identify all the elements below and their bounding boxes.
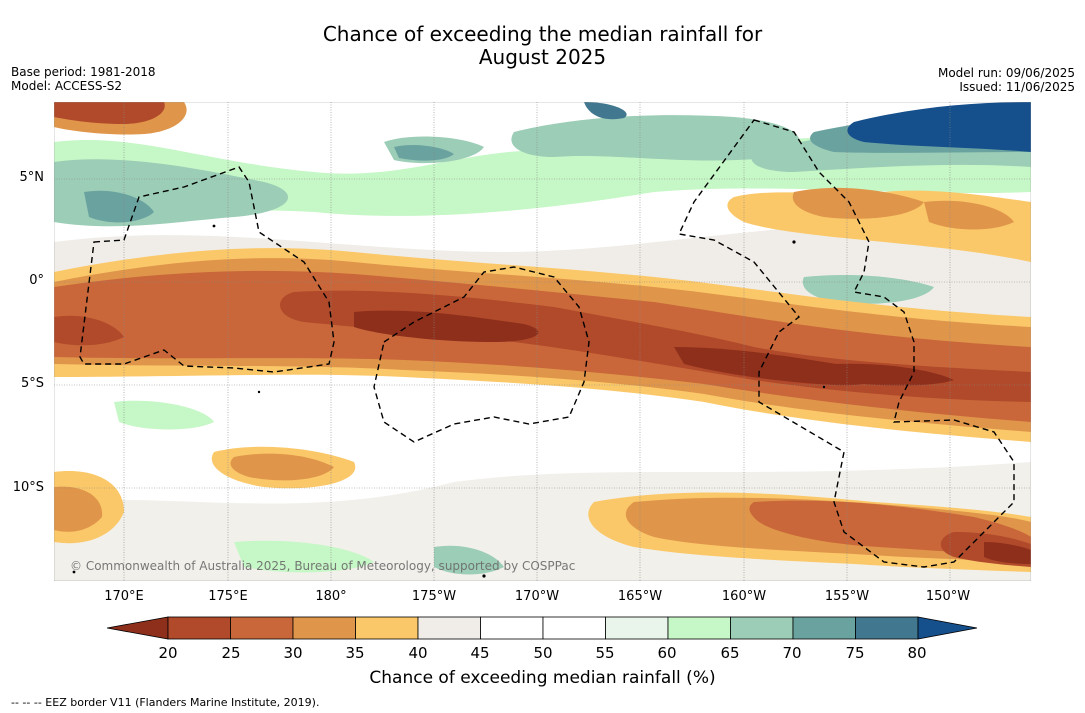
lon-label-175e: 175°E	[208, 589, 248, 604]
cbar-tick-30: 30	[283, 644, 303, 662]
eez-footnote: -- -- -- EEZ border V11 (Flanders Marine…	[11, 696, 320, 709]
cbar-tick-20: 20	[158, 644, 178, 662]
colorbar-segment	[167, 616, 231, 640]
lon-label-160w: 160°W	[721, 589, 767, 604]
colorbar-extend-low	[107, 616, 169, 640]
lat-label-0: 0°	[29, 273, 44, 288]
cbar-tick-25: 25	[221, 644, 241, 662]
colorbar-segment	[792, 616, 856, 640]
chart-title-line2: August 2025	[478, 45, 607, 69]
issued-date: Issued: 11/06/2025	[959, 80, 1075, 94]
base-period: Base period: 1981-2018	[11, 65, 156, 79]
colorbar-segment	[542, 616, 606, 640]
meta-right: Model run: 09/06/2025 Issued: 11/06/2025	[938, 66, 1075, 94]
chart-title-line1: Chance of exceeding the median rainfall …	[322, 22, 763, 46]
cbar-tick-55: 55	[595, 644, 615, 662]
lat-label-10s: 10°S	[12, 480, 44, 495]
cbar-tick-50: 50	[533, 644, 553, 662]
cbar-tick-60: 60	[657, 644, 677, 662]
colorbar-segment	[480, 616, 544, 640]
rainfall-field	[54, 102, 1031, 581]
graticule	[54, 102, 1031, 581]
colorbar-segment	[667, 616, 731, 640]
cbar-tick-80: 80	[907, 644, 927, 662]
model-run: Model run: 09/06/2025	[937, 66, 1075, 80]
lon-label-180: 180°	[315, 589, 347, 604]
colorbar-label: Chance of exceeding median rainfall (%)	[369, 668, 716, 688]
colorbar-segment	[230, 616, 294, 640]
colorbar-segment	[355, 616, 419, 640]
rainfall-map	[54, 102, 1031, 581]
colorbar-extend-high	[917, 616, 978, 640]
colorbar-segment	[855, 616, 919, 640]
lat-label-5n: 5°N	[19, 170, 45, 185]
meta-left: Base period: 1981-2018 Model: ACCESS-S2	[11, 65, 156, 93]
cbar-tick-45: 45	[470, 644, 490, 662]
lon-label-170w: 170°W	[514, 589, 560, 604]
cbar-tick-70: 70	[782, 644, 802, 662]
lon-label-150w: 150°W	[925, 589, 971, 604]
copyright-notice: © Commonwealth of Australia 2025, Bureau…	[70, 559, 576, 573]
colorbar	[107, 616, 978, 640]
islands	[72, 224, 826, 578]
cbar-tick-65: 65	[720, 644, 740, 662]
cbar-tick-35: 35	[345, 644, 365, 662]
lon-label-155w: 155°W	[824, 589, 870, 604]
colorbar-segment	[605, 616, 669, 640]
lon-label-165w: 165°W	[617, 589, 663, 604]
lat-label-5s: 5°S	[20, 376, 44, 391]
colorbar-segment	[730, 616, 794, 640]
colorbar-segment	[292, 616, 356, 640]
colorbar-segment	[417, 616, 481, 640]
lon-label-175w: 175°W	[411, 589, 457, 604]
lon-label-170e: 170°E	[104, 589, 144, 604]
eez-borders	[79, 119, 1015, 568]
cbar-tick-75: 75	[845, 644, 865, 662]
cbar-tick-40: 40	[408, 644, 428, 662]
model-name: Model: ACCESS-S2	[11, 79, 123, 93]
